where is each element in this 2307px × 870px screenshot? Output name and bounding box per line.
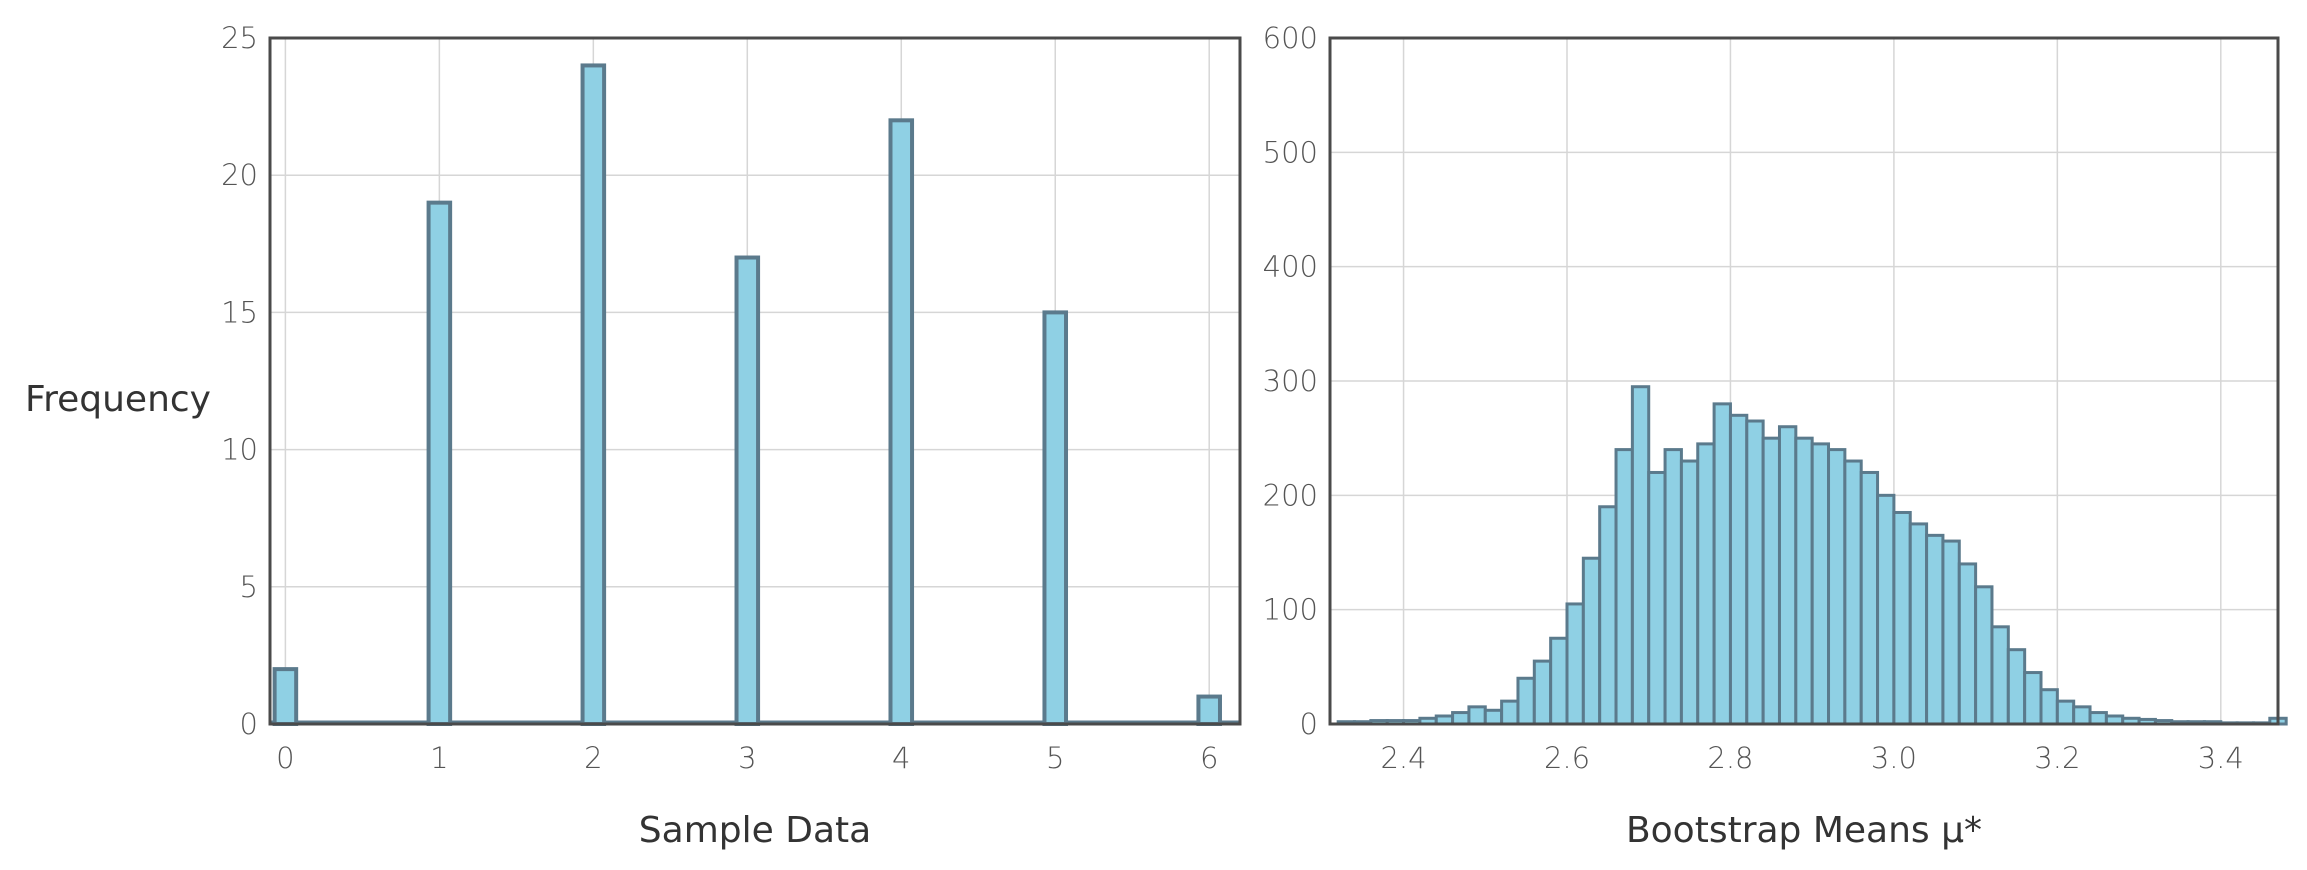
y-tick-label: 400 (1263, 250, 1318, 284)
bar (1876, 493, 1896, 726)
bar (1614, 448, 1634, 726)
bar (1777, 425, 1798, 726)
bar (2006, 648, 2027, 726)
bar (1728, 413, 1749, 726)
right-chart: 0 100 200 300 400 500 600 2.4 2.6 2.8 3.0 3.2 3.4 B… (1263, 21, 2288, 851)
y-tick-label: 10 (221, 433, 258, 467)
bar (1581, 556, 1602, 726)
y-tick-label: 300 (1263, 364, 1318, 398)
bar (1843, 459, 1863, 726)
right-plot-frame (1328, 36, 2280, 726)
bar (1892, 510, 1912, 726)
x-tick-label: 0 (276, 741, 294, 775)
bar (272, 667, 299, 726)
bar (1745, 419, 1765, 726)
left-x-tick-labels: 0 1 2 3 4 5 6 (276, 741, 1218, 775)
y-tick-label: 20 (221, 158, 258, 192)
x-tick-label: 2.6 (1544, 741, 1590, 775)
left-y-tick-labels: 0 5 10 15 20 25 (221, 21, 258, 741)
bar (2055, 699, 2076, 726)
bar (1810, 442, 1831, 726)
bar (1196, 694, 1222, 726)
left-chart: 0 5 10 15 20 25 0 1 2 3 4 5 6 Sample Data Frequency (25, 21, 1242, 851)
bar (1042, 310, 1069, 726)
x-tick-label: 3.4 (2198, 741, 2244, 775)
left-x-axis-label: Sample Data (639, 810, 871, 851)
left-y-axis-label: Frequency (25, 379, 211, 420)
bar (2088, 711, 2108, 726)
x-tick-label: 2 (584, 741, 602, 775)
bar (1679, 459, 1700, 726)
bar (1990, 625, 2010, 726)
bar (1761, 436, 1781, 726)
bar (1663, 448, 1683, 726)
bar (1451, 711, 1471, 726)
bar (426, 200, 453, 726)
bar (1467, 705, 1487, 726)
y-tick-label: 200 (1263, 478, 1318, 512)
bar (1532, 659, 1553, 726)
bar (1696, 442, 1716, 726)
y-tick-label: 100 (1263, 593, 1318, 627)
left-bars (270, 63, 1240, 726)
y-tick-label: 5 (240, 570, 258, 604)
bar (1500, 699, 1520, 726)
bar (1827, 448, 1847, 726)
bar (1859, 470, 1880, 726)
bar (2039, 688, 2059, 726)
x-tick-label: 4 (892, 741, 910, 775)
bar (1630, 385, 1651, 726)
bar (1647, 470, 1667, 726)
y-tick-label: 0 (1300, 707, 1318, 741)
right-x-tick-labels: 2.4 2.6 2.8 3.0 3.2 3.4 (1380, 741, 2243, 775)
bar (1925, 533, 1945, 726)
x-tick-label: 5 (1046, 741, 1064, 775)
y-tick-label: 15 (221, 295, 258, 329)
bar (1549, 636, 1569, 726)
bar (1957, 562, 1978, 726)
x-tick-label: 1 (430, 741, 448, 775)
right-bars (1336, 385, 2288, 726)
right-x-axis-label: Bootstrap Means μ* (1626, 810, 1982, 851)
y-tick-label: 25 (221, 21, 258, 55)
y-tick-label: 0 (240, 707, 258, 741)
bar (1941, 539, 1961, 726)
bar (1712, 402, 1732, 726)
bar (1908, 522, 1929, 726)
x-tick-label: 3 (738, 741, 756, 775)
x-tick-label: 6 (1200, 741, 1218, 775)
bar (2023, 671, 2043, 726)
x-tick-label: 2.8 (1707, 741, 1753, 775)
bar (1794, 436, 1814, 726)
x-tick-label: 2.4 (1380, 741, 1426, 775)
bar (734, 255, 761, 726)
bar (1598, 505, 1618, 726)
bar (1974, 585, 1994, 726)
x-tick-label: 3.0 (1871, 741, 1917, 775)
bar (1565, 602, 1585, 726)
bar (580, 63, 607, 726)
bar (888, 118, 915, 726)
y-tick-label: 600 (1263, 21, 1318, 55)
bar (1516, 676, 1536, 726)
right-y-tick-labels: 0 100 200 300 400 500 600 (1263, 21, 1318, 741)
left-plot-frame (268, 36, 1242, 726)
x-tick-label: 3.2 (2034, 741, 2080, 775)
bar (2072, 705, 2092, 726)
bar (1483, 708, 1504, 726)
y-tick-label: 500 (1263, 135, 1318, 169)
